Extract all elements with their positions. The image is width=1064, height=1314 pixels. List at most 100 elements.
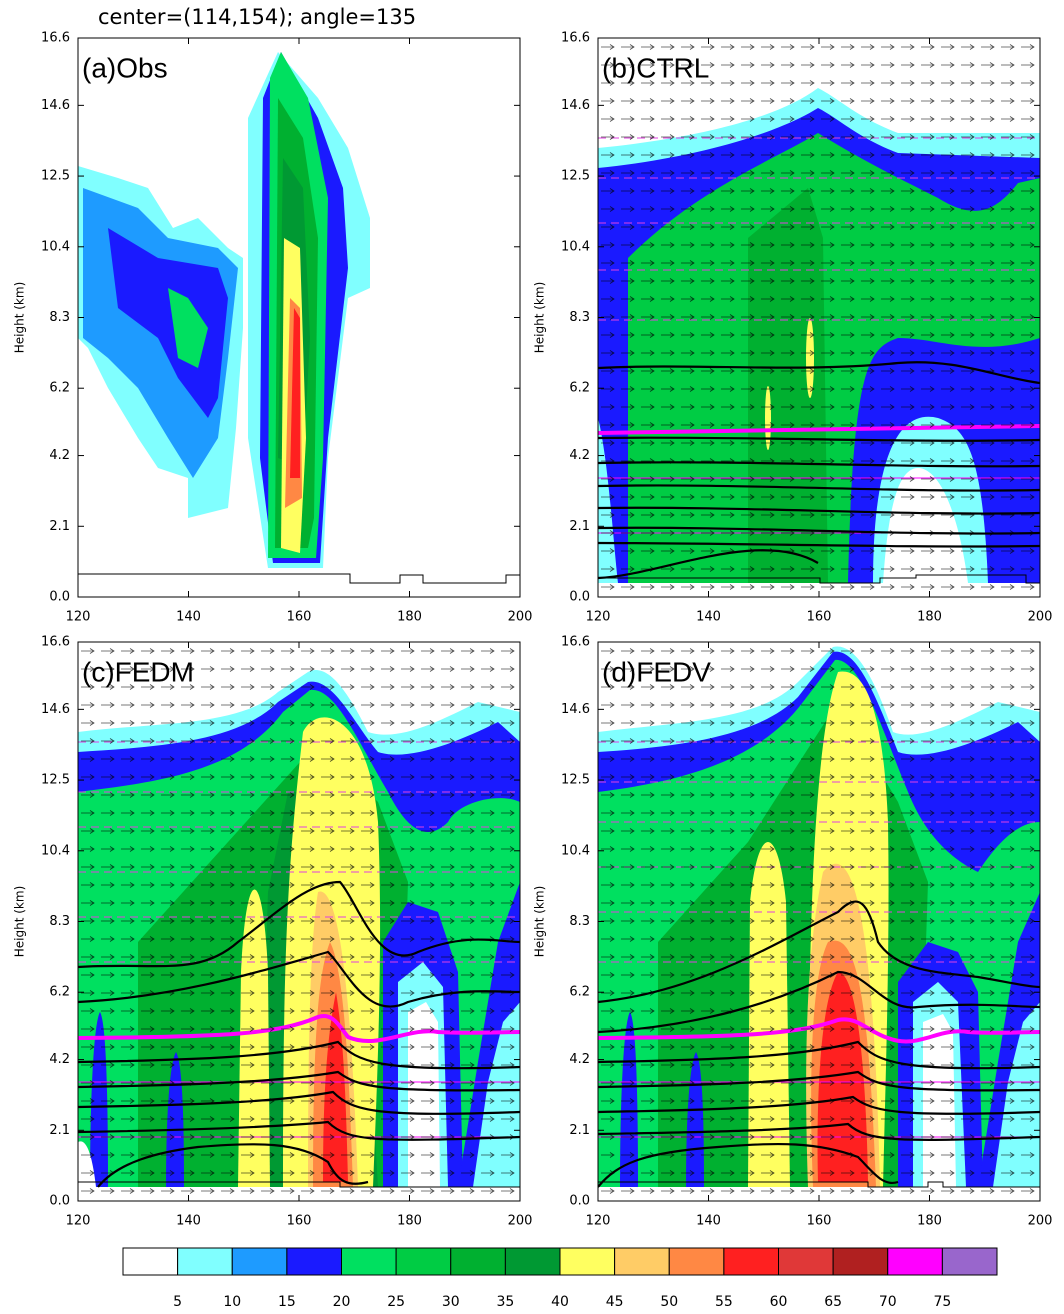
panel-title: (c)FEDM xyxy=(82,656,194,687)
y-tick-label: 4.2 xyxy=(49,1052,70,1067)
x-tick-label: 180 xyxy=(397,1214,422,1229)
colorbar-label: 40 xyxy=(551,1294,569,1310)
x-tick-label: 200 xyxy=(1028,1214,1053,1229)
y-tick-label: 10.4 xyxy=(41,843,70,858)
x-tick-label: 160 xyxy=(287,610,312,625)
colorbar-box xyxy=(341,1247,397,1276)
y-tick-label: 14.6 xyxy=(561,702,590,717)
y-tick-label: 16.6 xyxy=(561,31,590,46)
panel-title: (b)CTRL xyxy=(602,52,709,83)
x-tick-label: 200 xyxy=(1028,610,1053,625)
x-tick-label: 140 xyxy=(176,610,201,625)
panel-title: (a)Obs xyxy=(82,52,168,83)
y-tick-label: 14.6 xyxy=(41,98,70,113)
colorbar-label: 30 xyxy=(442,1294,460,1310)
colorbar-label: 35 xyxy=(496,1294,514,1310)
x-tick-label: 120 xyxy=(66,1214,91,1229)
y-tick-label: 4.2 xyxy=(569,1052,590,1067)
x-tick-label: 200 xyxy=(508,1214,533,1229)
y-tick-label: 8.3 xyxy=(49,914,70,929)
colorbar-box xyxy=(450,1247,506,1276)
y-tick-label: 6.2 xyxy=(569,985,590,1000)
colorbar-box xyxy=(395,1247,452,1276)
colorbar-box xyxy=(887,1247,943,1276)
y-tick-label: 0.0 xyxy=(49,590,70,605)
colorbar-label: 15 xyxy=(278,1294,296,1310)
y-tick-label: 2.1 xyxy=(569,519,590,534)
x-tick-label: 160 xyxy=(807,1214,832,1229)
contour-fill xyxy=(78,642,520,1201)
x-tick-label: 180 xyxy=(397,610,422,625)
colorbar-box xyxy=(504,1247,561,1276)
y-axis-label: Height (km) xyxy=(13,886,27,957)
y-tick-label: 8.3 xyxy=(569,310,590,325)
x-tick-label: 140 xyxy=(696,1214,721,1229)
x-tick-label: 120 xyxy=(586,610,611,625)
colorbar-label: 55 xyxy=(715,1294,733,1310)
colorbar-box xyxy=(559,1247,616,1276)
y-tick-label: 12.5 xyxy=(41,169,70,184)
y-axis-label: Height (km) xyxy=(533,886,547,957)
y-tick-label: 14.6 xyxy=(561,98,590,113)
y-tick-label: 2.1 xyxy=(49,519,70,534)
y-tick-label: 0.0 xyxy=(569,1194,590,1209)
contour-fill xyxy=(78,52,520,584)
y-tick-label: 6.2 xyxy=(49,381,70,396)
colorbar-label: 70 xyxy=(879,1294,897,1310)
x-tick-label: 140 xyxy=(696,610,721,625)
y-tick-label: 16.6 xyxy=(561,635,590,650)
y-tick-label: 12.5 xyxy=(41,773,70,788)
colorbar-box xyxy=(668,1247,725,1276)
x-tick-label: 200 xyxy=(508,610,533,625)
y-tick-label: 8.3 xyxy=(569,914,590,929)
colorbar-label: 60 xyxy=(770,1294,788,1310)
panel: 120 140 160 180 200 0.0 2.1 4.2 6.2 8.3 10.4 12.5 14… xyxy=(13,635,533,1229)
colorbar: 5 10 15 20 25 30 35 40 45 50 55 60 65 70 75 xyxy=(122,1247,998,1310)
colorbar-label: 45 xyxy=(606,1294,624,1310)
colorbar-box xyxy=(614,1247,670,1276)
colorbar-label: 75 xyxy=(933,1294,951,1310)
y-tick-label: 12.5 xyxy=(561,169,590,184)
y-tick-label: 8.3 xyxy=(49,310,70,325)
panel-title: (d)FEDV xyxy=(602,656,711,687)
x-tick-label: 160 xyxy=(287,1214,312,1229)
y-axis-label: Height (km) xyxy=(533,282,547,353)
y-tick-label: 2.1 xyxy=(569,1123,590,1138)
x-tick-label: 160 xyxy=(807,610,832,625)
colorbar-label: 10 xyxy=(223,1294,241,1310)
y-tick-label: 16.6 xyxy=(41,635,70,650)
y-axis-label: Height (km) xyxy=(13,282,27,353)
y-tick-label: 10.4 xyxy=(561,239,590,254)
colorbar-box xyxy=(723,1247,779,1276)
x-tick-label: 140 xyxy=(176,1214,201,1229)
x-tick-label: 180 xyxy=(917,610,942,625)
y-tick-label: 16.6 xyxy=(41,31,70,46)
y-tick-label: 0.0 xyxy=(49,1194,70,1209)
colorbar-label: 5 xyxy=(173,1294,182,1310)
y-tick-label: 0.0 xyxy=(569,590,590,605)
contour-fill xyxy=(598,38,1040,597)
x-tick-label: 120 xyxy=(586,1214,611,1229)
y-tick-label: 2.1 xyxy=(49,1123,70,1138)
colorbar-label: 25 xyxy=(387,1294,405,1310)
y-tick-label: 4.2 xyxy=(569,448,590,463)
y-tick-label: 10.4 xyxy=(561,843,590,858)
y-tick-label: 12.5 xyxy=(561,773,590,788)
colorbar-label: 50 xyxy=(660,1294,678,1310)
y-tick-label: 6.2 xyxy=(49,985,70,1000)
colorbar-box xyxy=(832,1247,889,1276)
colorbar-box xyxy=(122,1247,179,1276)
colorbar-label: 20 xyxy=(333,1294,351,1310)
colorbar-box xyxy=(941,1247,998,1276)
figure-title: center=(114,154); angle=135 xyxy=(98,5,416,29)
colorbar-label: 65 xyxy=(824,1294,842,1310)
colorbar-box xyxy=(177,1247,233,1276)
panel: 120 140 160 180 200 0.0 2.1 4.2 6.2 8.3 10.4 12.5 14… xyxy=(13,31,533,625)
y-tick-label: 14.6 xyxy=(41,702,70,717)
x-tick-label: 180 xyxy=(917,1214,942,1229)
colorbar-box xyxy=(286,1247,342,1276)
colorbar-box xyxy=(778,1247,834,1276)
y-tick-label: 10.4 xyxy=(41,239,70,254)
y-tick-label: 4.2 xyxy=(49,448,70,463)
